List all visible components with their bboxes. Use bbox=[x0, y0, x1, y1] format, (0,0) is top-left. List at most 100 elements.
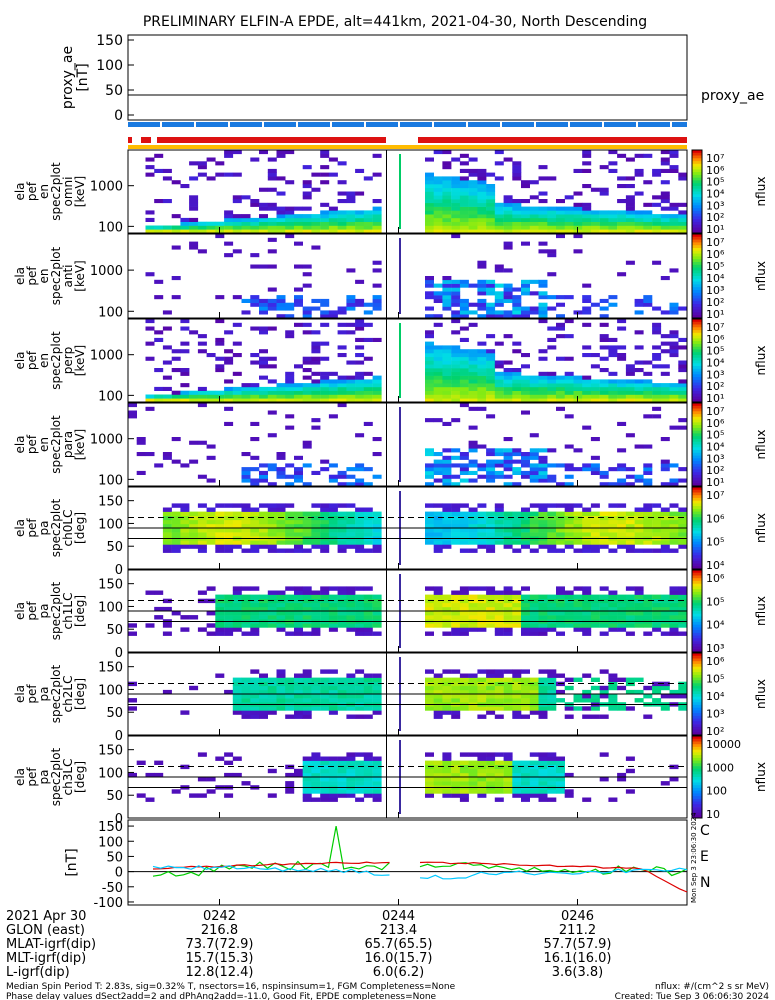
spectrogram-ylabel-line: ela bbox=[13, 435, 27, 453]
spectrogram-cell bbox=[599, 689, 609, 695]
spectrogram-cell bbox=[433, 375, 443, 380]
spectrogram-cell bbox=[363, 540, 373, 545]
spectrogram-cell bbox=[459, 161, 469, 166]
spectrogram-cell bbox=[459, 386, 469, 391]
spectrogram-cell bbox=[512, 287, 522, 292]
spectrogram-cell bbox=[294, 217, 303, 222]
spectrogram-cell bbox=[433, 283, 443, 288]
spectrogram-cell bbox=[529, 793, 539, 798]
spectrogram-cell bbox=[477, 283, 487, 288]
spectrogram-cell bbox=[512, 772, 522, 778]
spectrogram-cell bbox=[529, 433, 539, 438]
spectrogram-cell bbox=[372, 383, 382, 388]
spectrogram-cell bbox=[494, 202, 504, 207]
spectrogram-cell bbox=[197, 440, 207, 445]
colorbar-tick-label: 10¹ bbox=[706, 476, 724, 489]
spectrogram-cell bbox=[136, 452, 146, 457]
spectrogram-cell bbox=[521, 669, 530, 674]
spectrogram-cell bbox=[241, 452, 251, 457]
spectrogram-cell bbox=[241, 548, 251, 553]
spectrogram-cell bbox=[503, 669, 513, 674]
spectrogram-cell bbox=[232, 532, 242, 537]
spectrogram-cell bbox=[494, 781, 504, 786]
spectrogram-cell bbox=[171, 611, 181, 616]
spectrogram-cell bbox=[529, 606, 539, 612]
spectrogram-cell bbox=[162, 310, 172, 315]
spectrogram-cell bbox=[652, 386, 662, 391]
spectrogram-cell bbox=[215, 602, 225, 608]
spectrogram-cell bbox=[425, 398, 434, 403]
colorbar-label-text: nflux bbox=[754, 513, 768, 543]
spectrogram-cell bbox=[494, 229, 504, 234]
spectrogram-cell bbox=[625, 195, 635, 200]
spectrogram-cell bbox=[363, 214, 373, 219]
colorbar-cell bbox=[692, 341, 702, 345]
spectrogram-cell bbox=[486, 398, 496, 403]
spectrogram-cell bbox=[206, 511, 216, 516]
spectrogram-cell bbox=[512, 611, 522, 616]
spectrogram-ytick-label: 50 bbox=[106, 540, 123, 555]
spectrogram-cell bbox=[433, 356, 443, 361]
spectrogram-cell bbox=[582, 214, 592, 219]
colorbar-cell bbox=[692, 174, 702, 179]
spectrogram-cell bbox=[459, 768, 469, 774]
spectrogram-cell bbox=[678, 221, 688, 226]
spectrogram-cell bbox=[608, 302, 618, 307]
spectrogram-cell bbox=[660, 206, 670, 211]
spectrogram-cell bbox=[363, 229, 373, 234]
spectrogram-cell bbox=[582, 544, 592, 549]
spectrogram-cell bbox=[433, 176, 443, 181]
spectrogram-cell bbox=[468, 627, 478, 632]
spectrogram-cell bbox=[180, 615, 190, 620]
spectrogram-cell bbox=[276, 540, 286, 545]
spectrogram-cell bbox=[486, 199, 496, 204]
ephemeris-row-label: 2021 Apr 30 bbox=[6, 909, 86, 924]
spectrogram-ylabel-line: en bbox=[37, 437, 51, 452]
spectrogram-cell bbox=[494, 264, 504, 269]
mag-ylabel: [nT] bbox=[64, 848, 80, 876]
spectrogram-cell bbox=[678, 586, 688, 591]
spectrogram-cell bbox=[372, 229, 382, 234]
spectrogram-cell bbox=[477, 187, 487, 192]
spectrogram-cell bbox=[521, 184, 530, 189]
spectrogram-cell bbox=[250, 421, 260, 426]
spectrogram-cell bbox=[250, 669, 260, 674]
spectrogram-cell bbox=[451, 602, 461, 608]
spectrogram-cell bbox=[669, 214, 679, 219]
spectrogram-cell bbox=[232, 627, 242, 632]
spectrogram-cell bbox=[232, 615, 242, 620]
colorbar-tick-label: 10³ bbox=[706, 368, 724, 381]
spectrogram-cell bbox=[355, 379, 365, 384]
colorbar-cell bbox=[692, 768, 702, 772]
spectrogram-cell bbox=[459, 602, 469, 608]
colorbar-cell bbox=[692, 755, 702, 759]
spectrogram-cell bbox=[311, 470, 321, 475]
spectrogram-cell bbox=[486, 478, 496, 483]
spectrogram-ylabel-line: pa bbox=[37, 521, 51, 536]
spectrogram-cell bbox=[451, 474, 461, 479]
spectrogram-cell bbox=[294, 528, 303, 533]
spectrogram-cell bbox=[232, 503, 242, 508]
spectrogram-cell bbox=[494, 528, 504, 533]
spectrogram-cell bbox=[521, 459, 530, 464]
spectrogram-cell bbox=[538, 390, 548, 395]
spectrogram-cell bbox=[529, 706, 539, 711]
spectrogram-cell bbox=[363, 482, 373, 487]
spectrogram-cell bbox=[302, 214, 312, 219]
spectrogram-cell bbox=[669, 523, 679, 529]
spectrogram-cell bbox=[556, 673, 565, 678]
spectrogram-cell bbox=[442, 507, 452, 512]
spectrogram-cell bbox=[363, 548, 373, 553]
spectrogram-cell bbox=[294, 694, 303, 699]
spectrogram-cell bbox=[171, 295, 181, 300]
spectrogram-cell bbox=[660, 217, 670, 222]
spectrogram-cell bbox=[494, 210, 504, 215]
spectrogram-cell bbox=[608, 394, 618, 399]
spectrogram-cell bbox=[346, 394, 356, 399]
colorbar-tick-label: 10³ bbox=[706, 708, 724, 721]
spectrogram-cell bbox=[224, 594, 234, 599]
spectrogram-cell bbox=[625, 482, 635, 487]
spectrogram-cell bbox=[328, 229, 338, 234]
spectrogram-cell bbox=[486, 356, 496, 361]
spectrogram-cell bbox=[521, 306, 530, 311]
